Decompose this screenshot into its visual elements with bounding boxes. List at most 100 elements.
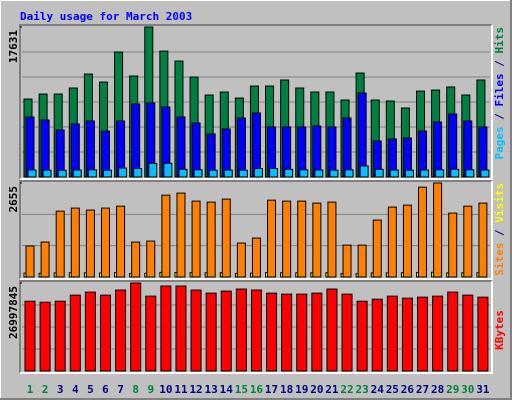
bar [190, 289, 202, 372]
bar [357, 244, 367, 278]
legend-entry: Pages [493, 126, 506, 159]
bar [327, 201, 337, 278]
x-tick-label: 17 [265, 383, 278, 396]
bar [433, 182, 443, 278]
bar [118, 167, 128, 178]
bar [372, 219, 382, 278]
bar [435, 169, 445, 178]
bar [178, 168, 188, 178]
x-tick-label: 2 [42, 383, 49, 396]
x-tick-label: 19 [295, 383, 308, 396]
x-tick-label: 11 [174, 383, 188, 396]
panel-bevel-dark [19, 24, 492, 179]
bar [221, 198, 231, 278]
bar [131, 241, 141, 278]
x-tick-label: 23 [356, 383, 369, 396]
bar [404, 169, 414, 178]
bar [175, 285, 187, 372]
legend-entry: Hits [493, 27, 506, 54]
bar [356, 300, 368, 372]
bar [448, 113, 458, 178]
x-tick-label: 18 [280, 383, 293, 396]
bar [133, 167, 143, 178]
bar [205, 292, 217, 372]
legend-separator: / [493, 113, 506, 120]
bar [463, 120, 473, 178]
bar [145, 295, 157, 372]
bar [311, 292, 323, 372]
bar [161, 194, 171, 278]
bar [206, 201, 216, 278]
bar [357, 92, 367, 178]
x-tick-label: 8 [132, 383, 139, 396]
bar [100, 207, 110, 278]
bar [160, 285, 172, 372]
bar [193, 169, 203, 178]
x-tick-label: 6 [102, 383, 109, 396]
x-tick-label: 28 [431, 383, 444, 396]
x-tick-label: 7 [117, 383, 124, 396]
bar [85, 209, 95, 278]
legend-separator: / [493, 229, 506, 236]
x-tick-label: 16 [250, 383, 264, 396]
legend-separator: / [493, 60, 506, 67]
bar [420, 169, 430, 178]
bar [220, 290, 232, 372]
x-tick-label: 21 [325, 383, 339, 396]
panel-bevel-light [20, 181, 493, 280]
bar [223, 169, 233, 178]
bar [84, 291, 96, 372]
bar [85, 120, 95, 178]
bar [87, 169, 97, 178]
y-tick-label: 26997845 [7, 286, 20, 339]
bar [299, 169, 309, 178]
bar [251, 112, 261, 178]
panel-bevel-light [20, 25, 493, 180]
x-tick-label: 22 [340, 383, 353, 396]
legend: Pages / Files / Hits [493, 27, 506, 160]
x-tick-label: 3 [57, 383, 64, 396]
bar [163, 162, 173, 178]
bar [417, 296, 429, 372]
bar [72, 169, 82, 178]
bar [281, 293, 293, 372]
bar [314, 169, 324, 178]
bar [253, 167, 263, 178]
bar [54, 300, 66, 372]
bar [39, 301, 51, 372]
legend-entry: Files [493, 73, 506, 106]
bar [312, 202, 322, 278]
bar [176, 192, 186, 278]
bar [359, 165, 369, 178]
x-tick-label: 30 [461, 383, 474, 396]
bar [251, 237, 261, 278]
bar [462, 294, 474, 372]
bar [282, 200, 292, 278]
bar [116, 205, 126, 278]
bar [478, 126, 488, 178]
bar [387, 206, 397, 278]
bar [480, 169, 490, 178]
legend-entry: KBytes [493, 310, 506, 350]
x-tick-label: 27 [416, 383, 429, 396]
bar [250, 289, 262, 372]
bar [42, 169, 52, 178]
bar [296, 293, 308, 372]
x-tick-label: 9 [147, 383, 154, 396]
x-tick-label: 12 [189, 383, 202, 396]
x-tick-label: 1 [27, 383, 34, 396]
bar [102, 169, 112, 178]
bar [465, 169, 475, 178]
bar [238, 169, 248, 178]
bar [191, 122, 201, 178]
bar [69, 294, 81, 372]
x-tick-label: 4 [72, 383, 79, 396]
bar [463, 205, 473, 278]
x-tick-label: 5 [87, 383, 94, 396]
x-tick-label: 13 [205, 383, 218, 396]
bar [432, 295, 444, 372]
bar [236, 242, 246, 278]
legend: Sites / Visits [493, 183, 506, 276]
